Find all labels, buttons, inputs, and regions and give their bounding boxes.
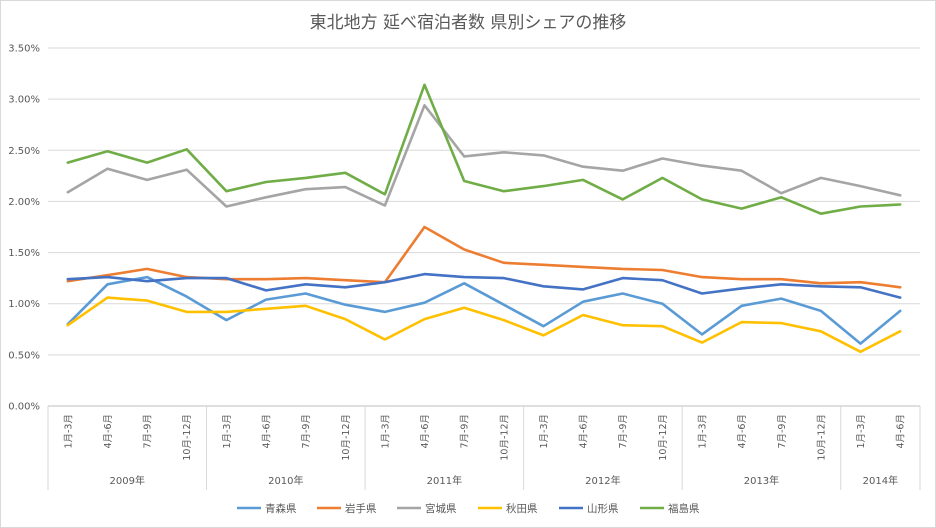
x-tick-label: 10月-12月 xyxy=(341,414,352,461)
x-tick-label: 10月-12月 xyxy=(499,414,510,461)
x-tick-label: 10月-12月 xyxy=(658,414,669,461)
x-tick-label: 7月-9月 xyxy=(460,414,471,449)
x-tick-label: 1月-3月 xyxy=(63,414,74,449)
x-year-label: 2011年 xyxy=(427,474,462,487)
chart-title: 東北地方 延べ宿泊者数 県別シェアの推移 xyxy=(310,13,627,33)
x-tick-label: 4月-6月 xyxy=(262,414,273,449)
x-year-label: 2013年 xyxy=(744,474,779,487)
x-tick-label: 1月-3月 xyxy=(698,414,709,449)
series-line xyxy=(66,83,902,215)
x-tick-label: 1月-3月 xyxy=(856,414,867,449)
x-tick-label: 10月-12月 xyxy=(182,414,193,461)
series-line xyxy=(66,272,902,299)
legend-label: 福島県 xyxy=(668,502,700,515)
x-tick-label: 1月-3月 xyxy=(222,414,233,449)
y-tick-label: 2.00% xyxy=(8,197,40,208)
x-tick-label: 10月-12月 xyxy=(816,414,827,461)
x-tick-label: 1月-3月 xyxy=(380,414,391,449)
y-tick-label: 3.00% xyxy=(8,95,40,106)
legend-label: 山形県 xyxy=(587,503,619,515)
series-lines xyxy=(66,83,902,354)
x-tick-label: 7月-9月 xyxy=(618,414,629,449)
y-tick-label: 3.50% xyxy=(8,44,40,55)
series-line xyxy=(66,296,902,354)
y-tick-label: 2.50% xyxy=(8,146,40,157)
legend-label: 岩手県 xyxy=(345,502,377,515)
x-year-label: 2012年 xyxy=(585,474,620,487)
x-axis: 1月-3月 4月-6月 7月-9月 10月-12月 1月-3月 4月-6月 7月-9月 10月… xyxy=(47,406,921,490)
series-line xyxy=(66,104,902,208)
y-tick-label: 1.50% xyxy=(8,248,40,259)
y-tick-label: 0.00% xyxy=(8,402,40,413)
x-tick-label: 1月-3月 xyxy=(539,414,550,449)
x-tick-label: 4月-6月 xyxy=(579,414,590,449)
x-tick-label: 4月-6月 xyxy=(420,414,431,449)
legend-label: 青森県 xyxy=(265,502,297,515)
series-line xyxy=(66,275,902,345)
x-tick-label: 7月-9月 xyxy=(301,414,312,449)
gridlines xyxy=(48,47,920,407)
x-tick-label: 4月-6月 xyxy=(737,414,748,449)
x-tick-label: 4月-6月 xyxy=(896,414,907,449)
x-tick-label: 7月-9月 xyxy=(143,414,154,449)
legend-label: 秋田県 xyxy=(506,502,538,515)
y-tick-label: 1.00% xyxy=(8,299,40,310)
legend-label: 宮城県 xyxy=(425,502,457,515)
x-year-label: 2014年 xyxy=(863,474,898,487)
legend: 青森県 岩手県 宮城県 秋田県 山形県 福島県 xyxy=(237,502,700,515)
x-year-label: 2009年 xyxy=(110,474,145,487)
y-tick-label: 0.50% xyxy=(8,350,40,361)
x-year-label: 2010年 xyxy=(268,474,303,487)
x-tick-label: 4月-6月 xyxy=(103,414,114,449)
x-tick-label: 7月-9月 xyxy=(777,414,788,449)
y-axis-ticks: 0.00% 0.50% 1.00% 1.50% 2.00% 2.50% 3.00% 3.50% xyxy=(8,44,40,413)
